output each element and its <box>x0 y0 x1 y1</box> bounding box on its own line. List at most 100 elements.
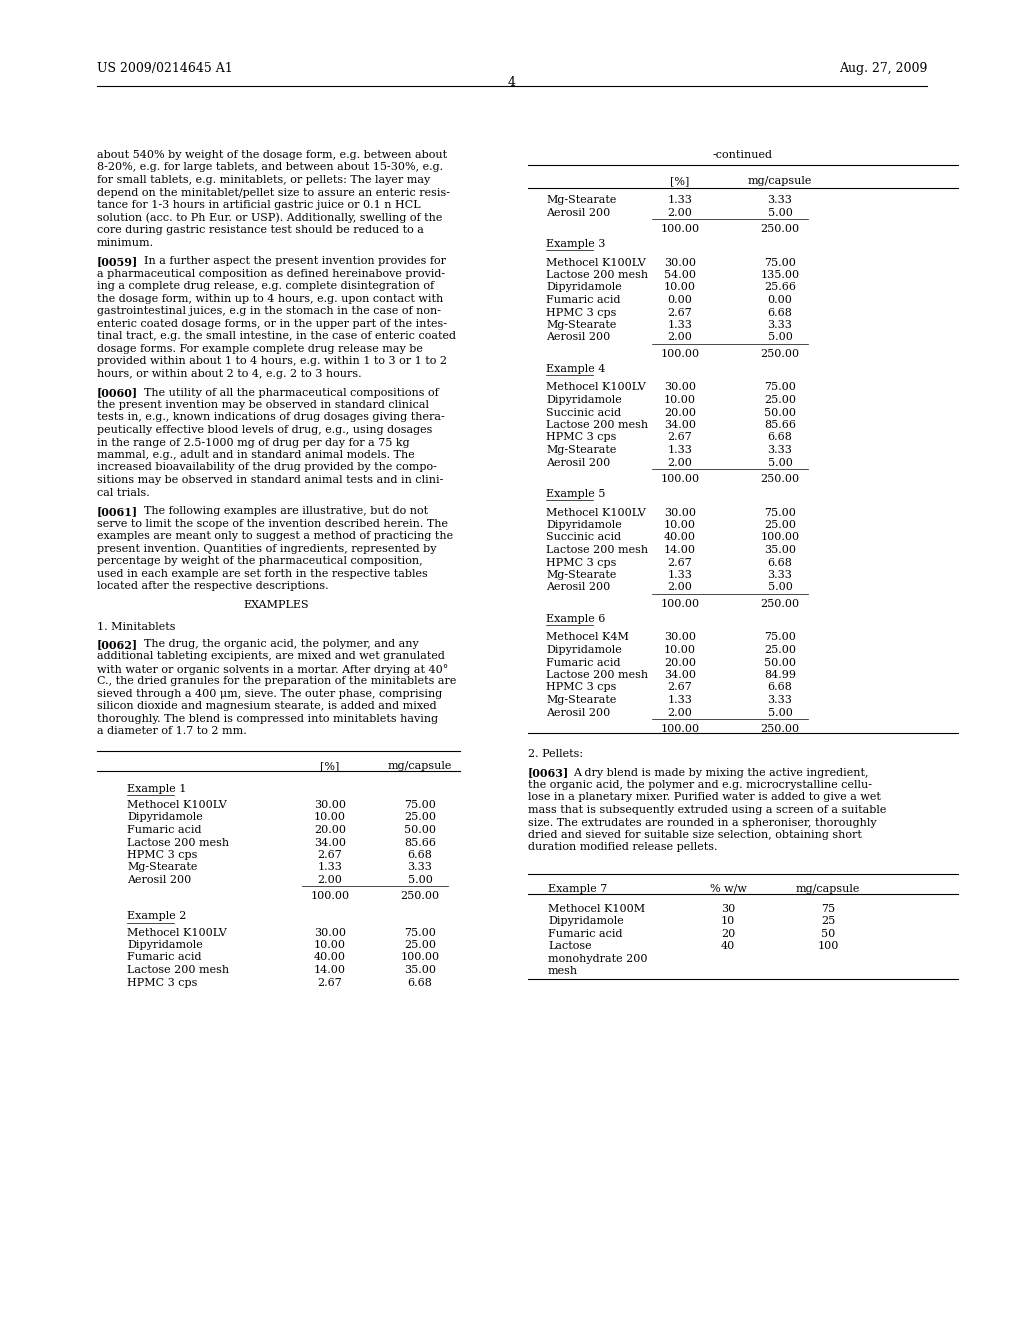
Text: mass that is subsequently extruded using a screen of a suitable: mass that is subsequently extruded using… <box>528 805 887 814</box>
Text: Aerosil 200: Aerosil 200 <box>127 875 191 884</box>
Text: 1.33: 1.33 <box>668 696 692 705</box>
Text: A dry blend is made by mixing the active ingredient,: A dry blend is made by mixing the active… <box>573 767 868 777</box>
Text: [0060]: [0060] <box>97 388 138 399</box>
Text: 75.00: 75.00 <box>404 928 436 937</box>
Text: 100.00: 100.00 <box>660 348 699 359</box>
Text: 0.00: 0.00 <box>668 294 692 305</box>
Text: cal trials.: cal trials. <box>97 487 150 498</box>
Text: Mg-Stearate: Mg-Stearate <box>127 862 198 873</box>
Text: 8-20%, e.g. for large tablets, and between about 15-30%, e.g.: 8-20%, e.g. for large tablets, and betwe… <box>97 162 443 173</box>
Text: 14.00: 14.00 <box>664 545 696 554</box>
Text: 50.00: 50.00 <box>764 408 796 417</box>
Text: 40: 40 <box>721 941 735 952</box>
Text: Lactose 200 mesh: Lactose 200 mesh <box>546 545 648 554</box>
Text: 6.68: 6.68 <box>768 557 793 568</box>
Text: [0059]: [0059] <box>97 256 138 267</box>
Text: 75.00: 75.00 <box>764 383 796 392</box>
Text: 2.00: 2.00 <box>317 875 342 884</box>
Text: Lactose: Lactose <box>548 941 592 952</box>
Text: 5.00: 5.00 <box>768 333 793 342</box>
Text: 75.00: 75.00 <box>764 507 796 517</box>
Text: HPMC 3 cps: HPMC 3 cps <box>127 978 198 987</box>
Text: Fumaric acid: Fumaric acid <box>546 657 621 668</box>
Text: 6.68: 6.68 <box>768 308 793 318</box>
Text: Example 2: Example 2 <box>127 911 186 921</box>
Text: ing a complete drug release, e.g. complete disintegration of: ing a complete drug release, e.g. comple… <box>97 281 434 292</box>
Text: 25.00: 25.00 <box>764 645 796 655</box>
Text: 1. Minitablets: 1. Minitablets <box>97 623 175 632</box>
Text: 3.33: 3.33 <box>768 319 793 330</box>
Text: 5.00: 5.00 <box>768 207 793 218</box>
Text: Lactose 200 mesh: Lactose 200 mesh <box>546 271 648 280</box>
Text: Dipyridamole: Dipyridamole <box>548 916 624 927</box>
Text: 1.33: 1.33 <box>668 570 692 579</box>
Text: 3.33: 3.33 <box>768 195 793 205</box>
Text: present invention. Quantities of ingredients, represented by: present invention. Quantities of ingredi… <box>97 544 436 554</box>
Text: thoroughly. The blend is compressed into minitablets having: thoroughly. The blend is compressed into… <box>97 714 438 723</box>
Text: 10.00: 10.00 <box>314 940 346 950</box>
Text: a pharmaceutical composition as defined hereinabove provid-: a pharmaceutical composition as defined … <box>97 269 445 279</box>
Text: 250.00: 250.00 <box>761 723 800 734</box>
Text: tinal tract, e.g. the small intestine, in the case of enteric coated: tinal tract, e.g. the small intestine, i… <box>97 331 456 342</box>
Text: 30.00: 30.00 <box>664 383 696 392</box>
Text: HPMC 3 cps: HPMC 3 cps <box>546 308 616 318</box>
Text: 30.00: 30.00 <box>314 928 346 937</box>
Text: 35.00: 35.00 <box>764 545 796 554</box>
Text: Methocel K100LV: Methocel K100LV <box>127 800 226 810</box>
Text: 10.00: 10.00 <box>664 395 696 405</box>
Text: peutically effective blood levels of drug, e.g., using dosages: peutically effective blood levels of dru… <box>97 425 432 436</box>
Text: Lactose 200 mesh: Lactose 200 mesh <box>546 420 648 430</box>
Text: 0.00: 0.00 <box>768 294 793 305</box>
Text: 1.33: 1.33 <box>317 862 342 873</box>
Text: monohydrate 200: monohydrate 200 <box>548 954 647 964</box>
Text: [0062]: [0062] <box>97 639 138 649</box>
Text: duration modified release pellets.: duration modified release pellets. <box>528 842 718 853</box>
Text: The utility of all the pharmaceutical compositions of: The utility of all the pharmaceutical co… <box>144 388 438 397</box>
Text: 5.00: 5.00 <box>408 875 432 884</box>
Text: 2. Pellets:: 2. Pellets: <box>528 748 583 759</box>
Text: 30.00: 30.00 <box>664 632 696 643</box>
Text: C., the dried granules for the preparation of the minitablets are: C., the dried granules for the preparati… <box>97 676 457 686</box>
Text: 2.67: 2.67 <box>668 557 692 568</box>
Text: 50.00: 50.00 <box>404 825 436 836</box>
Text: 3.33: 3.33 <box>768 445 793 455</box>
Text: 100.00: 100.00 <box>660 599 699 609</box>
Text: sieved through a 400 μm, sieve. The outer phase, comprising: sieved through a 400 μm, sieve. The oute… <box>97 689 442 698</box>
Text: Methocel K4M: Methocel K4M <box>546 632 629 643</box>
Text: 34.00: 34.00 <box>664 671 696 680</box>
Text: 3.33: 3.33 <box>408 862 432 873</box>
Text: EXAMPLES: EXAMPLES <box>244 601 309 610</box>
Text: percentage by weight of the pharmaceutical composition,: percentage by weight of the pharmaceutic… <box>97 556 423 566</box>
Text: [%]: [%] <box>671 177 690 186</box>
Text: 2.00: 2.00 <box>668 458 692 467</box>
Text: Aerosil 200: Aerosil 200 <box>546 333 610 342</box>
Text: 25.00: 25.00 <box>404 940 436 950</box>
Text: additional tableting excipients, are mixed and wet granulated: additional tableting excipients, are mix… <box>97 651 444 661</box>
Text: Succinic acid: Succinic acid <box>546 532 622 543</box>
Text: the dosage form, within up to 4 hours, e.g. upon contact with: the dosage form, within up to 4 hours, e… <box>97 294 443 304</box>
Text: Fumaric acid: Fumaric acid <box>127 953 202 962</box>
Text: sitions may be observed in standard animal tests and in clini-: sitions may be observed in standard anim… <box>97 475 443 484</box>
Text: minimum.: minimum. <box>97 238 155 248</box>
Text: for small tablets, e.g. minitablets, or pellets: The layer may: for small tablets, e.g. minitablets, or … <box>97 176 430 185</box>
Text: mg/capsule: mg/capsule <box>796 884 860 894</box>
Text: 10.00: 10.00 <box>314 813 346 822</box>
Text: 100.00: 100.00 <box>761 532 800 543</box>
Text: about 540% by weight of the dosage form, e.g. between about: about 540% by weight of the dosage form,… <box>97 150 447 160</box>
Text: 25.00: 25.00 <box>764 395 796 405</box>
Text: Lactose 200 mesh: Lactose 200 mesh <box>546 671 648 680</box>
Text: 40.00: 40.00 <box>314 953 346 962</box>
Text: 6.68: 6.68 <box>768 433 793 442</box>
Text: Dipyridamole: Dipyridamole <box>546 282 622 293</box>
Text: gastrointestinal juices, e.g in the stomach in the case of non-: gastrointestinal juices, e.g in the stom… <box>97 306 441 317</box>
Text: 10: 10 <box>721 916 735 927</box>
Text: 1.33: 1.33 <box>668 195 692 205</box>
Text: 100.00: 100.00 <box>660 224 699 234</box>
Text: 25.66: 25.66 <box>764 282 796 293</box>
Text: Mg-Stearate: Mg-Stearate <box>546 696 616 705</box>
Text: The following examples are illustrative, but do not: The following examples are illustrative,… <box>144 507 428 516</box>
Text: Mg-Stearate: Mg-Stearate <box>546 570 616 579</box>
Text: 1.33: 1.33 <box>668 319 692 330</box>
Text: 2.67: 2.67 <box>668 682 692 693</box>
Text: 5.00: 5.00 <box>768 708 793 718</box>
